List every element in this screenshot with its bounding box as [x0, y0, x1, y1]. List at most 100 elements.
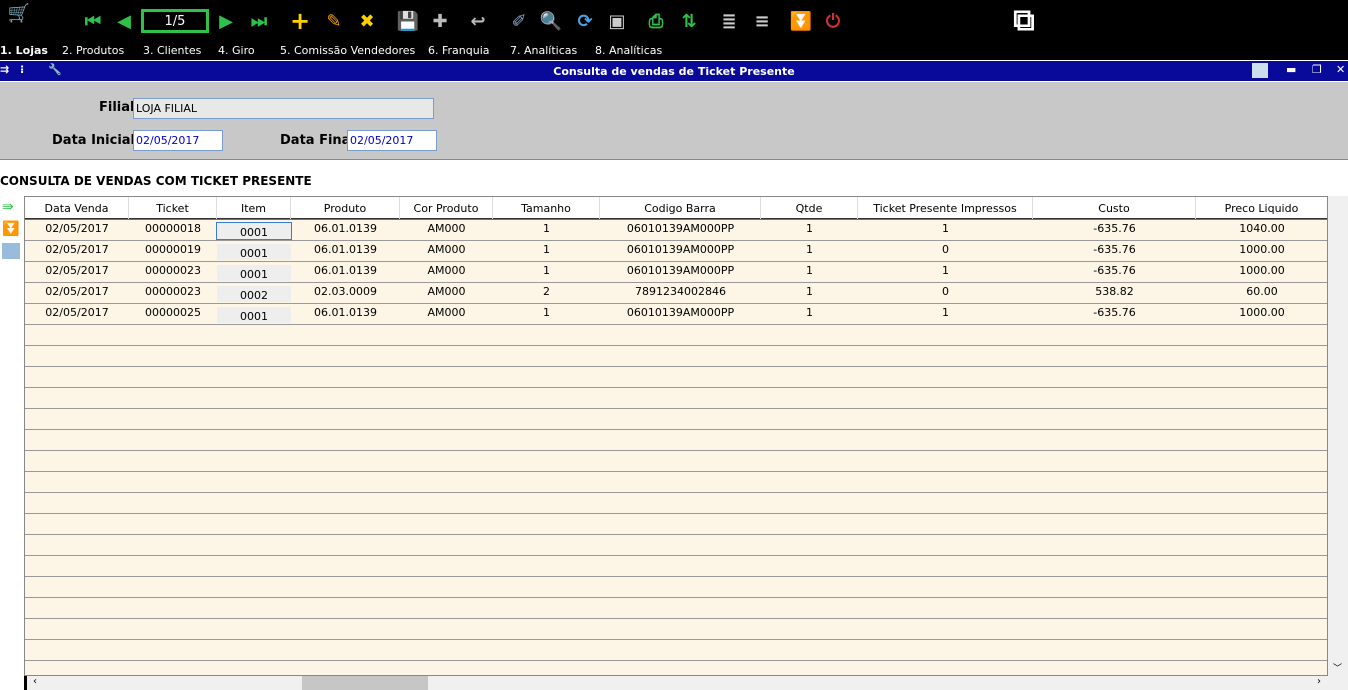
remove-line-icon[interactable]: ≡ — [754, 10, 770, 32]
table-cell[interactable]: 06010139AM000PP — [626, 243, 735, 256]
add-line-icon[interactable]: ≣ — [721, 10, 737, 32]
refresh-icon[interactable]: ⟳ — [577, 10, 593, 32]
filial-field[interactable]: LOJA FILIAL — [133, 98, 434, 119]
undo-icon[interactable]: ↩ — [470, 10, 486, 32]
table-cell[interactable]: 02/05/2017 — [45, 222, 109, 235]
table-cell[interactable]: 00000019 — [145, 243, 201, 256]
table-cell[interactable]: 1 — [543, 222, 550, 235]
menu-lojas[interactable]: 1. Lojas — [0, 44, 48, 57]
minimize-button[interactable]: ▬ — [1286, 63, 1297, 76]
table-cell[interactable]: 02/05/2017 — [45, 264, 109, 277]
table-cell[interactable]: 0 — [942, 285, 949, 298]
menu-giro[interactable]: 4. Giro — [218, 44, 255, 57]
empty-row[interactable] — [25, 661, 1327, 675]
column-header[interactable]: Data Venda — [25, 197, 129, 220]
column-header[interactable]: Qtde — [761, 197, 858, 220]
edit-icon[interactable]: ✎ — [326, 10, 342, 32]
table-cell[interactable]: 1 — [806, 306, 813, 319]
table-cell[interactable]: 02/05/2017 — [45, 285, 109, 298]
menu-comissao[interactable]: 5. Comissão Vendedores — [280, 44, 416, 57]
export-grid-icon[interactable]: ⇛ — [2, 199, 14, 215]
table-cell[interactable]: -635.76 — [1093, 264, 1136, 277]
empty-row[interactable] — [25, 472, 1327, 493]
table-cell[interactable]: 00000025 — [145, 306, 201, 319]
empty-row[interactable] — [25, 346, 1327, 367]
table-cell[interactable]: -635.76 — [1093, 306, 1136, 319]
table-cell[interactable]: 2 — [543, 285, 550, 298]
export-icon[interactable]: ⇉ — [0, 63, 10, 76]
empty-row[interactable] — [25, 493, 1327, 514]
table-cell[interactable]: 0001 — [217, 265, 291, 281]
prev-record-icon[interactable]: ◀ — [117, 10, 131, 32]
vertical-scrollbar[interactable]: ﹀ — [1328, 196, 1348, 676]
restore-button[interactable]: ❐ — [1312, 63, 1322, 76]
menu-clientes[interactable]: 3. Clientes — [143, 44, 202, 57]
table-row[interactable]: 02/05/2017 00000018 0001 06.01.0139 AM000 1 06… — [25, 219, 1327, 242]
table-cell[interactable]: AM000 — [427, 264, 466, 277]
table-cell[interactable]: 7891234002846 — [635, 285, 726, 298]
data-inicial-field[interactable]: 02/05/2017 — [133, 130, 223, 151]
table-cell[interactable]: 1 — [942, 222, 949, 235]
empty-row[interactable] — [25, 430, 1327, 451]
save-icon[interactable]: 💾 — [396, 10, 420, 32]
search-icon[interactable]: 🔍 — [539, 10, 563, 32]
menu-produtos[interactable]: 2. Produtos — [62, 44, 125, 57]
empty-row[interactable] — [25, 598, 1327, 619]
scroll-down-icon[interactable]: ﹀ — [1333, 664, 1343, 674]
empty-row[interactable] — [25, 325, 1327, 346]
table-cell[interactable]: 1 — [806, 264, 813, 277]
close-button[interactable]: ✕ — [1336, 63, 1346, 76]
menu-analiticas-7[interactable]: 7. Analíticas — [510, 44, 578, 57]
table-cell[interactable]: 02/05/2017 — [45, 306, 109, 319]
copy-icon[interactable]: ✚ — [432, 10, 448, 32]
column-header[interactable]: Cor Produto — [400, 197, 493, 220]
print-icon[interactable]: ⎙ — [648, 10, 664, 32]
table-cell[interactable]: 1 — [806, 222, 813, 235]
scroll-left-icon[interactable]: ‹ — [33, 676, 37, 687]
empty-row[interactable] — [25, 640, 1327, 661]
table-cell[interactable]: 06010139AM000PP — [626, 264, 735, 277]
column-header[interactable]: Produto — [291, 197, 400, 220]
table-cell[interactable]: 60.00 — [1246, 285, 1278, 298]
table-cell[interactable]: 1000.00 — [1239, 243, 1285, 256]
table-cell[interactable]: -635.76 — [1093, 222, 1136, 235]
empty-row[interactable] — [25, 514, 1327, 535]
column-header[interactable]: Codigo Barra — [600, 197, 761, 220]
table-row[interactable]: 02/05/2017 00000025 0001 06.01.0139 AM000 1 06… — [25, 304, 1327, 325]
empty-row[interactable] — [25, 535, 1327, 556]
table-cell[interactable]: 1000.00 — [1239, 306, 1285, 319]
table-cell[interactable]: 0001 — [217, 307, 291, 323]
table-cell[interactable]: 1000.00 — [1239, 264, 1285, 277]
page-indicator[interactable]: 1/5 — [141, 9, 209, 33]
table-cell[interactable]: AM000 — [427, 285, 466, 298]
table-cell[interactable]: 0001 — [216, 222, 292, 240]
table-cell[interactable]: AM000 — [427, 243, 466, 256]
table-row[interactable]: 02/05/2017 00000023 0002 02.03.0009 AM000 2 78… — [25, 283, 1327, 304]
table-cell[interactable]: 538.82 — [1095, 285, 1134, 298]
table-cell[interactable]: 06010139AM000PP — [626, 306, 735, 319]
table-cell[interactable]: -635.76 — [1093, 243, 1136, 256]
clear-icon[interactable]: ✐ — [511, 10, 527, 32]
table-cell[interactable]: 1 — [806, 243, 813, 256]
empty-row[interactable] — [25, 367, 1327, 388]
table-cell[interactable]: 02.03.0009 — [314, 285, 377, 298]
table-row[interactable]: 02/05/2017 00000019 0001 06.01.0139 AM000 1 06… — [25, 241, 1327, 262]
table-cell[interactable]: 1 — [543, 306, 550, 319]
preview-icon[interactable]: ▣ — [608, 10, 626, 32]
data-final-field[interactable]: 02/05/2017 — [347, 130, 437, 151]
table-cell[interactable]: 02/05/2017 — [45, 243, 109, 256]
table-cell[interactable]: 06.01.0139 — [314, 306, 377, 319]
empty-row[interactable] — [25, 556, 1327, 577]
column-header[interactable]: Ticket — [129, 197, 217, 220]
cart-icon[interactable]: 🛒 — [7, 2, 31, 24]
column-header[interactable]: Custo — [1033, 197, 1196, 220]
image-icon[interactable] — [1252, 63, 1268, 78]
table-cell[interactable]: 0002 — [217, 286, 291, 302]
download-icon[interactable]: ⏬ — [789, 10, 813, 32]
add-icon[interactable]: + — [289, 7, 311, 35]
column-header[interactable]: Preco Liquido — [1196, 197, 1327, 220]
table-cell[interactable]: 00000023 — [145, 285, 201, 298]
last-record-icon[interactable]: ⏭ — [250, 10, 268, 32]
table-cell[interactable]: 00000018 — [145, 222, 201, 235]
menu-analiticas-8[interactable]: 8. Analíticas — [595, 44, 663, 57]
